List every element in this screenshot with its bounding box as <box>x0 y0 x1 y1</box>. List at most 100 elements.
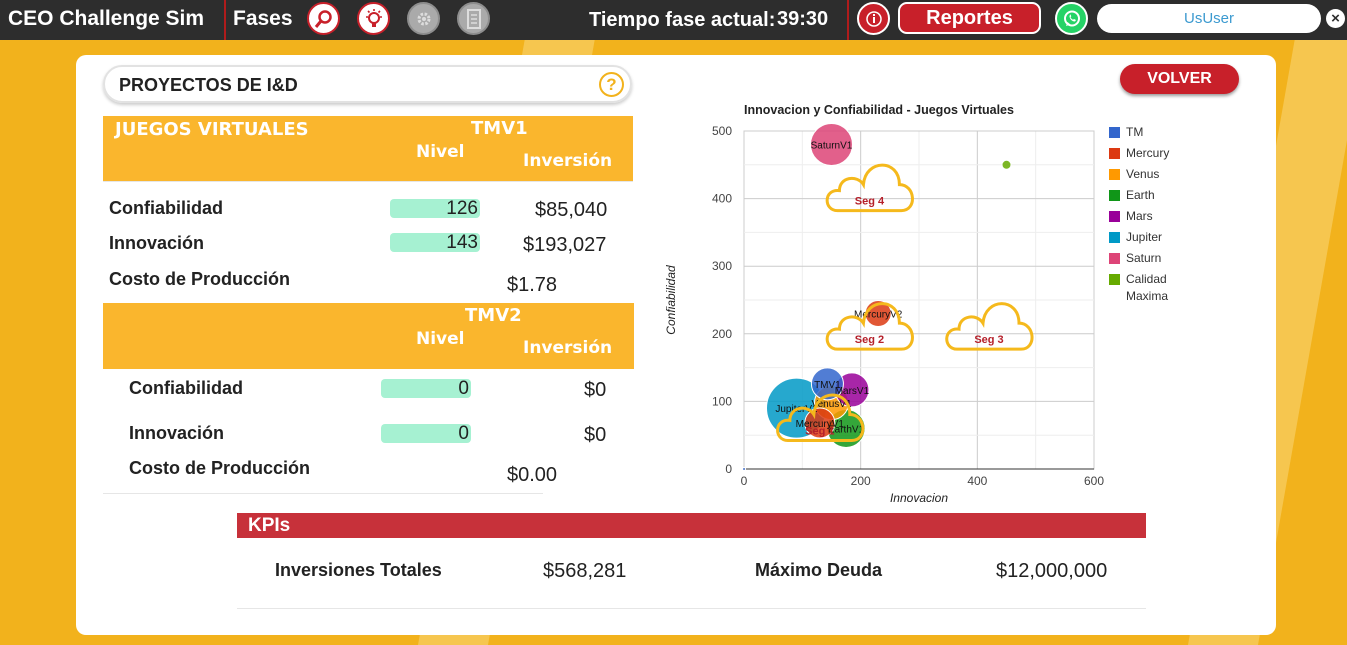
info-icon[interactable] <box>857 2 890 35</box>
whatsapp-icon[interactable] <box>1055 2 1088 35</box>
bubble-label: MercuryV1 <box>796 419 845 430</box>
legend-swatch <box>1109 169 1120 180</box>
page-title: PROYECTOS DE I&D <box>119 75 298 95</box>
tmv1-innovacion-label: Innovación <box>109 233 205 253</box>
legend-label: TM <box>1126 125 1143 139</box>
x-tick-label: 200 <box>851 474 871 488</box>
bubble-point[interactable] <box>1001 159 1012 170</box>
separator <box>847 0 849 40</box>
segment-label: Seg 1 <box>805 425 834 437</box>
lightbulb-icon[interactable] <box>357 2 390 35</box>
timer-value: 39:30 <box>777 8 829 30</box>
y-tick-label: 200 <box>712 327 732 341</box>
bubble-point[interactable] <box>810 123 853 167</box>
x-tick-label: 400 <box>967 474 987 488</box>
tmv2-confiabilidad-nivel[interactable]: 0 <box>381 379 471 398</box>
inversiones-totales-value: $568,281 <box>543 560 627 582</box>
tmv1-title: TMV1 <box>471 118 528 139</box>
segment-label: Seg 4 <box>855 196 885 208</box>
bubble-label: MarsV1 <box>835 386 870 397</box>
bubble-chart: Innovacion y Confiabilidad - Juegos Virt… <box>664 103 1169 505</box>
segment-label: Seg 3 <box>974 334 1003 346</box>
separator <box>224 0 226 40</box>
tmv1-nivel-header: Nivel <box>416 142 465 162</box>
segment-label: Seg 2 <box>855 334 884 346</box>
close-icon[interactable]: × <box>1326 9 1345 28</box>
bubble-label: VenusV1 <box>811 399 851 410</box>
legend-swatch <box>1109 211 1120 222</box>
tmv2-confiabilidad-inversion: $0 <box>584 379 607 401</box>
legend-label: Earth <box>1126 188 1155 202</box>
gears-icon[interactable] <box>407 2 440 35</box>
maximo-deuda-label: Máximo Deuda <box>755 560 883 580</box>
reportes-button[interactable]: Reportes <box>898 2 1041 34</box>
segment-cloud: Seg 1 <box>776 393 865 442</box>
legend-swatch <box>1109 127 1120 138</box>
volver-button[interactable]: VOLVER <box>1120 64 1239 94</box>
tmv2-nivel-header: Nivel <box>416 329 465 349</box>
legend-label: Saturn <box>1126 251 1161 265</box>
x-tick-label: 0 <box>741 474 748 488</box>
y-axis-label: Confiabilidad <box>664 265 678 335</box>
tmv1-header: JUEGOS VIRTUALES TMV1 Nivel Inversión <box>103 116 633 181</box>
timer-label: Tiempo fase actual: <box>589 9 776 31</box>
document-icon[interactable] <box>457 2 490 35</box>
y-tick-label: 300 <box>712 259 732 273</box>
top-bar: CEO Challenge Sim Fases Tiempo fase actu… <box>0 0 1347 40</box>
segment-cloud: Seg 4 <box>825 163 914 213</box>
tmv2-innovacion-label: Innovación <box>129 423 225 443</box>
tmv1-confiabilidad-nivel[interactable]: 126 <box>390 199 480 218</box>
bubble-point[interactable] <box>742 467 746 471</box>
bubble-label: EarthV1 <box>828 424 865 435</box>
fases-label[interactable]: Fases <box>233 7 293 30</box>
tmv1-costo-label: Costo de Producción <box>109 269 291 289</box>
y-tick-label: 100 <box>712 394 732 408</box>
tmv1-innovacion-inversion: $193,027 <box>523 234 607 256</box>
legend-swatch <box>1109 190 1120 201</box>
magnifier-icon[interactable] <box>307 2 340 35</box>
bubble-point[interactable] <box>810 367 844 401</box>
y-tick-label: 500 <box>712 124 732 138</box>
cloud-outline <box>825 302 914 351</box>
tmv2-innovacion-inversion: $0 <box>584 424 607 446</box>
cloud-outline <box>776 393 865 442</box>
tmv1-innovacion-nivel[interactable]: 143 <box>390 233 480 252</box>
kpis-header: KPIs <box>237 513 1146 538</box>
legend-label: Venus <box>1126 167 1159 181</box>
legend-swatch <box>1109 253 1120 264</box>
tmv2-confiabilidad-label: Confiabilidad <box>129 378 243 398</box>
tmv1-confiabilidad-inversion: $85,040 <box>535 199 608 221</box>
x-tick-label: 600 <box>1084 474 1104 488</box>
segment-title: JUEGOS VIRTUALES <box>115 119 309 140</box>
legend-label: Maxima <box>1126 289 1168 303</box>
y-tick-label: 400 <box>712 192 732 206</box>
tmv2-costo-value: $0.00 <box>507 464 558 486</box>
help-icon[interactable]: ? <box>599 72 624 97</box>
segment-cloud: Seg 3 <box>945 302 1034 351</box>
app-title: CEO Challenge Sim <box>8 7 205 30</box>
tmv2-inversion-header: Inversión <box>523 338 613 358</box>
tmv2-innovacion-nivel[interactable]: 0 <box>381 424 471 443</box>
legend-label: Mercury <box>1126 146 1169 160</box>
legend-swatch <box>1109 148 1120 159</box>
x-axis-label: Innovacion <box>890 491 948 505</box>
inversiones-totales-label: Inversiones Totales <box>275 560 442 580</box>
bubble-label: SaturnV1 <box>811 141 853 152</box>
segment-cloud: Seg 2 <box>825 302 914 351</box>
cloud-outline <box>825 163 914 213</box>
legend-swatch <box>1109 274 1120 285</box>
tmv1-confiabilidad-label: Confiabilidad <box>109 198 223 218</box>
chart-title: Innovacion y Confiabilidad - Juegos Virt… <box>744 103 1014 117</box>
user-field[interactable]: UsUser <box>1097 4 1321 33</box>
main-panel: PROYECTOS DE I&D ? VOLVER JUEGOS VIRTUAL… <box>76 55 1276 635</box>
bubble-label: TMV1 <box>814 380 841 391</box>
tmv2-title: TMV2 <box>465 305 522 326</box>
cloud-outline <box>945 302 1034 351</box>
tmv1-inversion-header: Inversión <box>523 151 613 171</box>
legend-label: Calidad <box>1126 272 1167 286</box>
bubble-point[interactable] <box>804 407 836 439</box>
bubble-label: MercuryV2 <box>854 310 903 321</box>
tmv2-costo-label: Costo de Producción <box>129 458 311 478</box>
legend-label: Jupiter <box>1126 230 1162 244</box>
divider <box>103 181 633 182</box>
